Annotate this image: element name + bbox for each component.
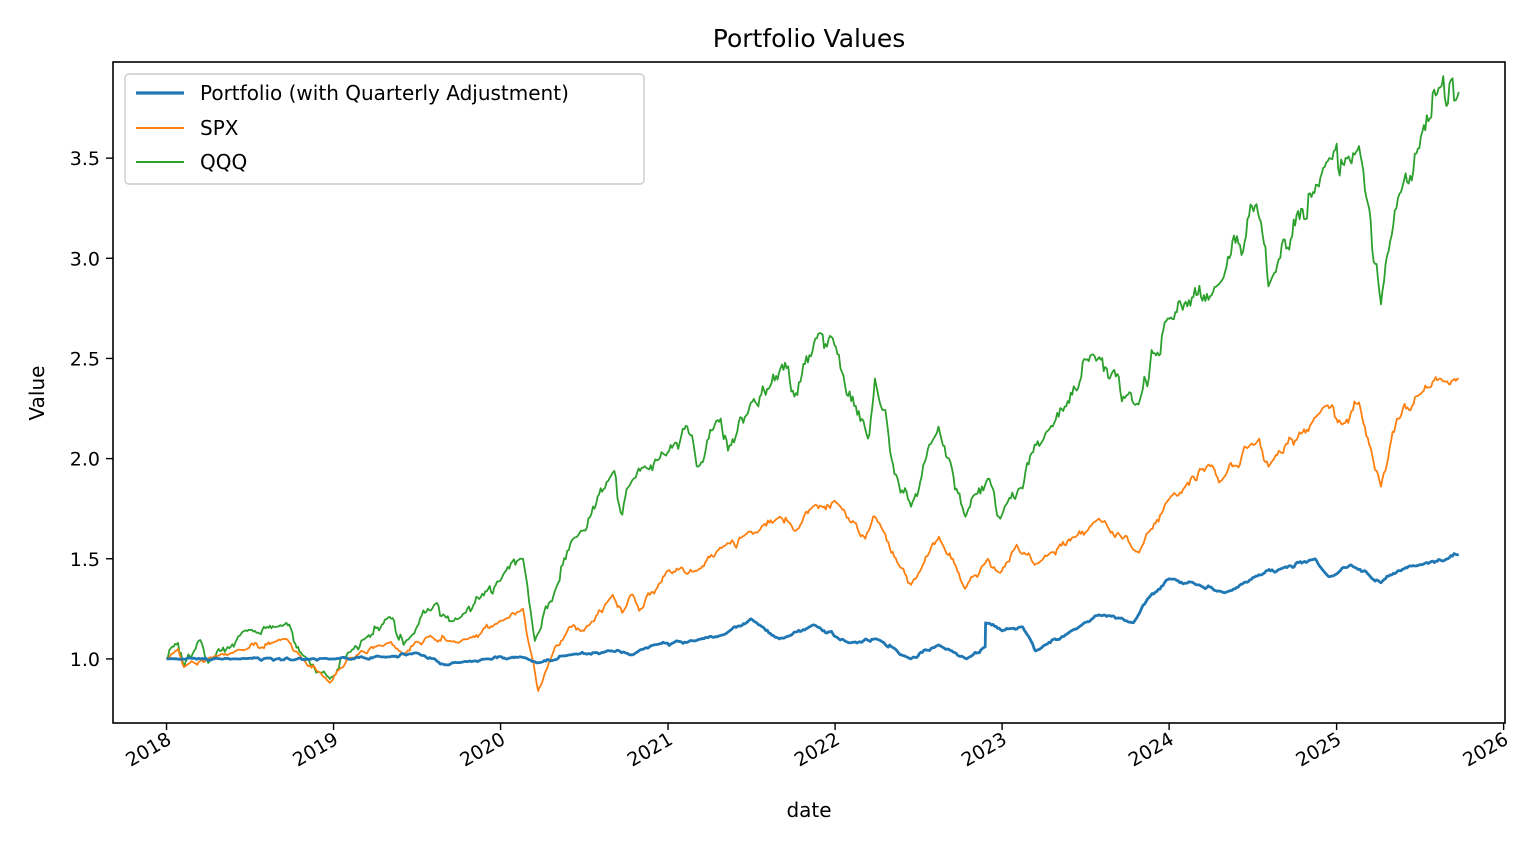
y-tick-label: 2.5 [70,348,100,370]
series-line-spx [166,376,1460,692]
plot-frame [112,61,1506,724]
y-tick-label: 3.5 [70,148,100,170]
y-axis-label: Value [25,366,49,421]
legend: Portfolio (with Quarterly Adjustment) SP… [124,73,645,185]
chart-title: Portfolio Values [713,24,905,53]
y-tick-label: 3.0 [70,248,100,270]
legend-label-portfolio: Portfolio (with Quarterly Adjustment) [200,81,569,105]
series-line-qqq [165,75,1460,680]
legend-box [124,73,645,185]
y-tick-label: 2.0 [70,449,100,471]
series-line-portfolio-with-quarterly-adjustment [166,552,1459,667]
y-tick-label: 1.0 [70,649,100,671]
x-axis-label: date [786,798,831,822]
legend-label-qqq: QQQ [200,150,247,174]
y-tick-label: 1.5 [70,549,100,571]
legend-label-spx: SPX [200,116,239,140]
series-layer [165,75,1460,692]
